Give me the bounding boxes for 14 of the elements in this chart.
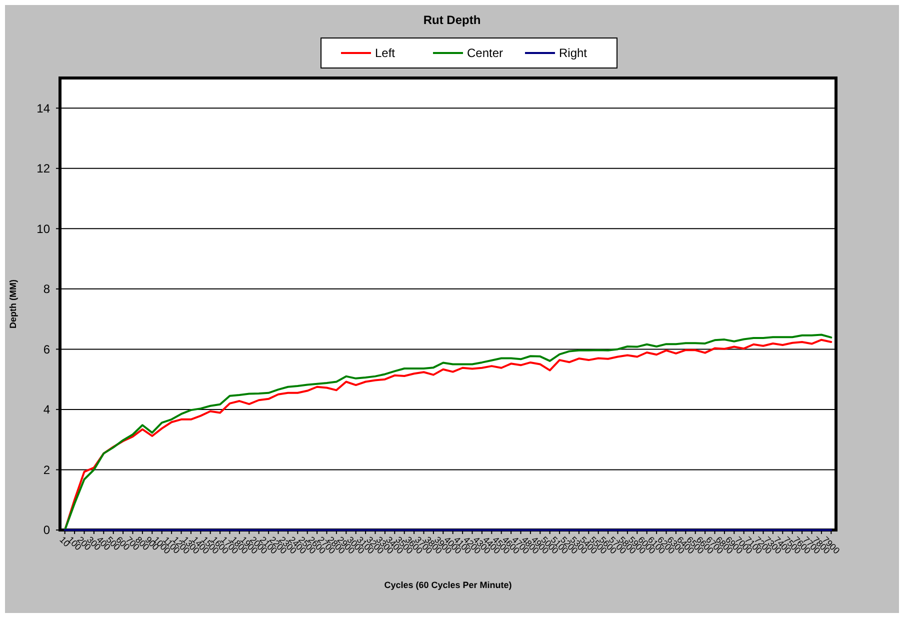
y-tick-label: 10 — [36, 222, 50, 236]
y-axis-title: Depth (MM) — [8, 280, 18, 328]
legend-label: Center — [467, 46, 504, 60]
y-tick-label: 8 — [43, 282, 50, 296]
y-tick-label: 4 — [43, 402, 50, 417]
legend-label: Left — [375, 46, 396, 60]
y-tick-label: 12 — [36, 162, 50, 176]
legend-label: Right — [559, 46, 588, 60]
chart-title: Rut Depth — [423, 13, 481, 27]
x-axis-title: Cycles (60 Cycles Per Minute) — [384, 580, 512, 590]
y-tick-label: 6 — [43, 342, 50, 356]
y-tick-label: 2 — [43, 462, 50, 477]
y-tick-label: 0 — [43, 523, 50, 538]
y-tick-label: 14 — [36, 101, 50, 116]
